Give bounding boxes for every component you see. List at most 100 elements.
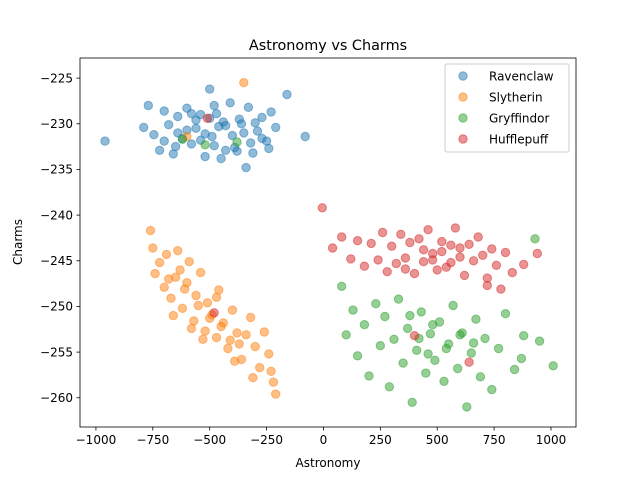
data-point — [264, 349, 274, 359]
data-point — [462, 402, 472, 412]
data-point — [266, 107, 276, 117]
data-point — [519, 259, 529, 270]
data-point — [234, 339, 245, 349]
data-point — [389, 334, 399, 344]
data-point — [195, 267, 206, 278]
series-gryffindor — [177, 134, 558, 412]
data-point — [409, 331, 420, 341]
y-tick-label: −245 — [40, 254, 73, 268]
data-point — [227, 305, 238, 315]
data-point — [245, 312, 256, 323]
data-point — [186, 109, 197, 119]
data-point — [450, 223, 461, 233]
data-point — [243, 102, 254, 113]
data-point — [200, 326, 210, 336]
data-point — [230, 356, 240, 366]
data-point — [257, 133, 267, 144]
data-point — [409, 268, 420, 279]
y-tick-label: −230 — [40, 117, 73, 131]
data-point — [448, 300, 458, 311]
data-point — [418, 245, 429, 255]
data-point — [428, 255, 438, 265]
data-point — [282, 89, 292, 100]
data-point — [405, 237, 415, 248]
legend-label: Slytherin — [489, 90, 543, 104]
data-point — [346, 254, 356, 264]
data-point — [337, 232, 347, 242]
x-axis-label: Astronomy — [296, 456, 361, 470]
data-point — [380, 311, 390, 322]
x-tick-label: −750 — [136, 433, 169, 447]
data-point — [453, 363, 463, 374]
data-point — [232, 328, 242, 338]
y-axis-label: Charms — [11, 219, 25, 265]
data-point — [430, 355, 440, 365]
data-point — [337, 281, 347, 291]
data-point — [407, 397, 417, 407]
data-point — [161, 249, 172, 260]
data-point — [164, 274, 174, 284]
legend-marker — [458, 113, 468, 123]
data-point — [239, 78, 249, 88]
data-point — [143, 100, 154, 111]
data-point — [398, 358, 408, 368]
x-tick-label: 0 — [320, 433, 328, 447]
data-point — [371, 299, 381, 309]
data-point — [509, 364, 520, 375]
data-point — [173, 128, 183, 138]
data-point — [191, 123, 201, 134]
data-point — [250, 341, 260, 352]
data-point — [225, 98, 235, 108]
legend-marker — [458, 71, 468, 81]
data-point — [466, 348, 476, 358]
data-point — [245, 138, 256, 148]
data-point — [455, 252, 465, 262]
data-point — [384, 382, 395, 392]
data-point — [468, 256, 479, 266]
data-point — [548, 361, 558, 371]
legend-marker — [458, 92, 468, 102]
data-point — [209, 100, 219, 111]
data-point — [459, 270, 470, 281]
data-point — [432, 265, 442, 275]
data-point — [464, 239, 474, 250]
data-point — [366, 238, 376, 249]
data-point — [248, 373, 258, 383]
data-point — [491, 260, 502, 270]
data-point — [482, 280, 492, 291]
data-point — [519, 331, 529, 341]
data-point — [437, 236, 447, 247]
data-point — [166, 293, 176, 303]
data-point — [139, 122, 149, 133]
y-tick-label: −240 — [40, 208, 73, 222]
data-point — [191, 290, 201, 301]
points-layer — [100, 78, 558, 412]
y-tick-label: −225 — [40, 71, 73, 85]
data-point — [317, 203, 327, 213]
legend-label: Ravenclaw — [489, 69, 554, 83]
data-point — [211, 292, 222, 302]
data-point — [446, 240, 456, 250]
data-point — [232, 146, 242, 156]
data-point — [493, 343, 504, 354]
data-point — [487, 244, 497, 254]
data-point — [271, 122, 281, 133]
series-ravenclaw — [100, 84, 310, 173]
data-point — [473, 232, 483, 242]
data-point — [211, 332, 222, 343]
data-point — [478, 250, 488, 261]
data-point — [236, 119, 247, 129]
data-point — [352, 236, 363, 246]
y-tick-label: −235 — [40, 163, 73, 177]
data-point — [500, 309, 511, 319]
data-point — [250, 118, 260, 128]
data-point — [216, 153, 226, 164]
data-point — [377, 227, 388, 238]
data-point — [507, 267, 517, 278]
data-point — [416, 307, 426, 317]
data-point — [402, 323, 413, 334]
data-point — [352, 351, 363, 361]
data-point — [414, 234, 424, 244]
data-point — [255, 362, 265, 373]
data-point — [149, 130, 159, 140]
